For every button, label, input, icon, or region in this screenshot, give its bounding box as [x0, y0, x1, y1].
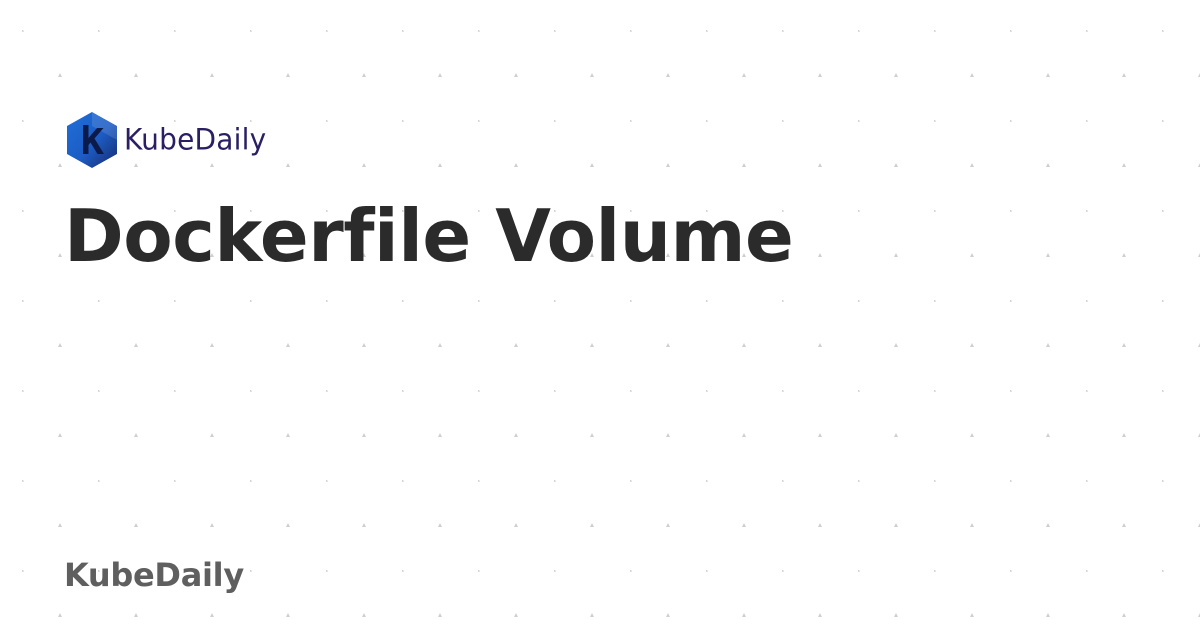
footer-brand: KubeDaily: [64, 556, 244, 594]
kubedaily-hexagon-k-icon: [67, 112, 117, 168]
site-logo[interactable]: KubeDaily: [64, 110, 266, 170]
page-title: Dockerfile Volume: [64, 194, 794, 278]
logo-text: KubeDaily: [124, 122, 267, 157]
